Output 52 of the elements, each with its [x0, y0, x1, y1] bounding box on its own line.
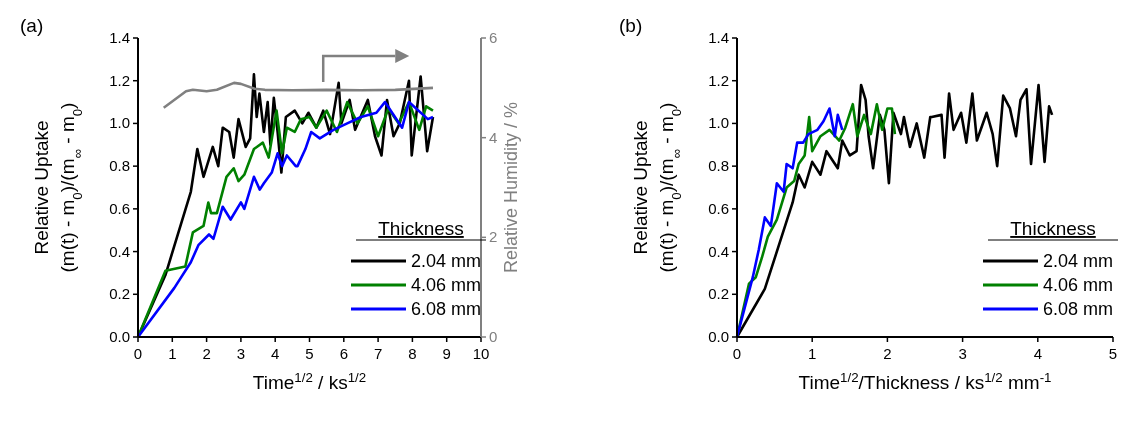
y-tick-label: 0.0: [109, 328, 130, 345]
legend-label: 2.04 mm: [1043, 251, 1114, 271]
legend-label: 4.06 mm: [411, 275, 482, 295]
y-tick-label: 0.8: [109, 157, 130, 175]
y2-tick-label: 6: [489, 29, 498, 46]
x-tick-label: 8: [408, 345, 417, 362]
y2-tick-label: 2: [489, 228, 498, 246]
x-tick-label: 6: [339, 345, 348, 362]
x-tick-label: 7: [373, 345, 383, 362]
legend-title: Thickness: [378, 218, 464, 239]
y-tick-label: 1.2: [708, 71, 729, 89]
legend-label: 2.04 mm: [411, 251, 482, 271]
x-axis-title: Time$^{1/2}$/Thickness / ks$^{1/2}$ mm$^{-1}$: [798, 369, 1052, 393]
legend-title: Thickness: [1010, 218, 1096, 239]
y-tick-label: 0.2: [109, 285, 130, 303]
x-tick-label: 2: [883, 345, 892, 362]
x-tick-label: 9: [442, 345, 451, 362]
x-tick-label: 10: [472, 345, 490, 362]
y-tick-label: 0.6: [708, 199, 729, 217]
x-tick-label: 1: [808, 345, 817, 362]
y-tick-label: 1.2: [109, 71, 130, 89]
text: (b): [619, 15, 643, 36]
y-tick-label: 0.4: [109, 242, 130, 260]
y-tick-label: 1.0: [708, 114, 729, 132]
y2-tick-label: 4: [489, 128, 498, 146]
legend-label: 6.08 mm: [411, 299, 482, 319]
x-tick-label: 0: [732, 345, 742, 362]
x-tick-label: 1: [168, 345, 177, 362]
x-tick-label: 5: [305, 345, 314, 362]
x-tick-label: 3: [958, 345, 967, 362]
y-tick-label: 0.2: [708, 285, 729, 303]
line-series: [162, 81, 435, 110]
x-tick-label: 5: [1108, 345, 1118, 362]
y-tick-label: 1.0: [109, 114, 130, 132]
legend-label: 4.06 mm: [1043, 275, 1114, 295]
y-tick-label: 0.6: [109, 199, 130, 217]
line-series: [735, 107, 844, 339]
x-axis-title: Time$^{1/2}$ / ks$^{1/2}$: [252, 369, 367, 393]
x-tick-label: 0: [133, 345, 143, 362]
x-tick-label: 4: [271, 345, 280, 362]
y2-axis-title: Relative Humidity / %: [501, 101, 521, 274]
y-tick-label: 0.4: [708, 242, 729, 260]
x-tick-label: 4: [1033, 345, 1042, 362]
y-tick-label: 0.8: [708, 157, 729, 175]
y-tick-label: 1.4: [109, 29, 130, 46]
x-tick-label: 2: [202, 345, 211, 362]
text: (a): [20, 15, 44, 36]
y2-tick-label: 0: [489, 328, 498, 345]
y-tick-label: 0.0: [708, 328, 729, 345]
x-tick-label: 3: [236, 345, 246, 362]
legend-label: 6.08 mm: [1043, 299, 1114, 319]
y-tick-label: 1.4: [708, 29, 729, 46]
